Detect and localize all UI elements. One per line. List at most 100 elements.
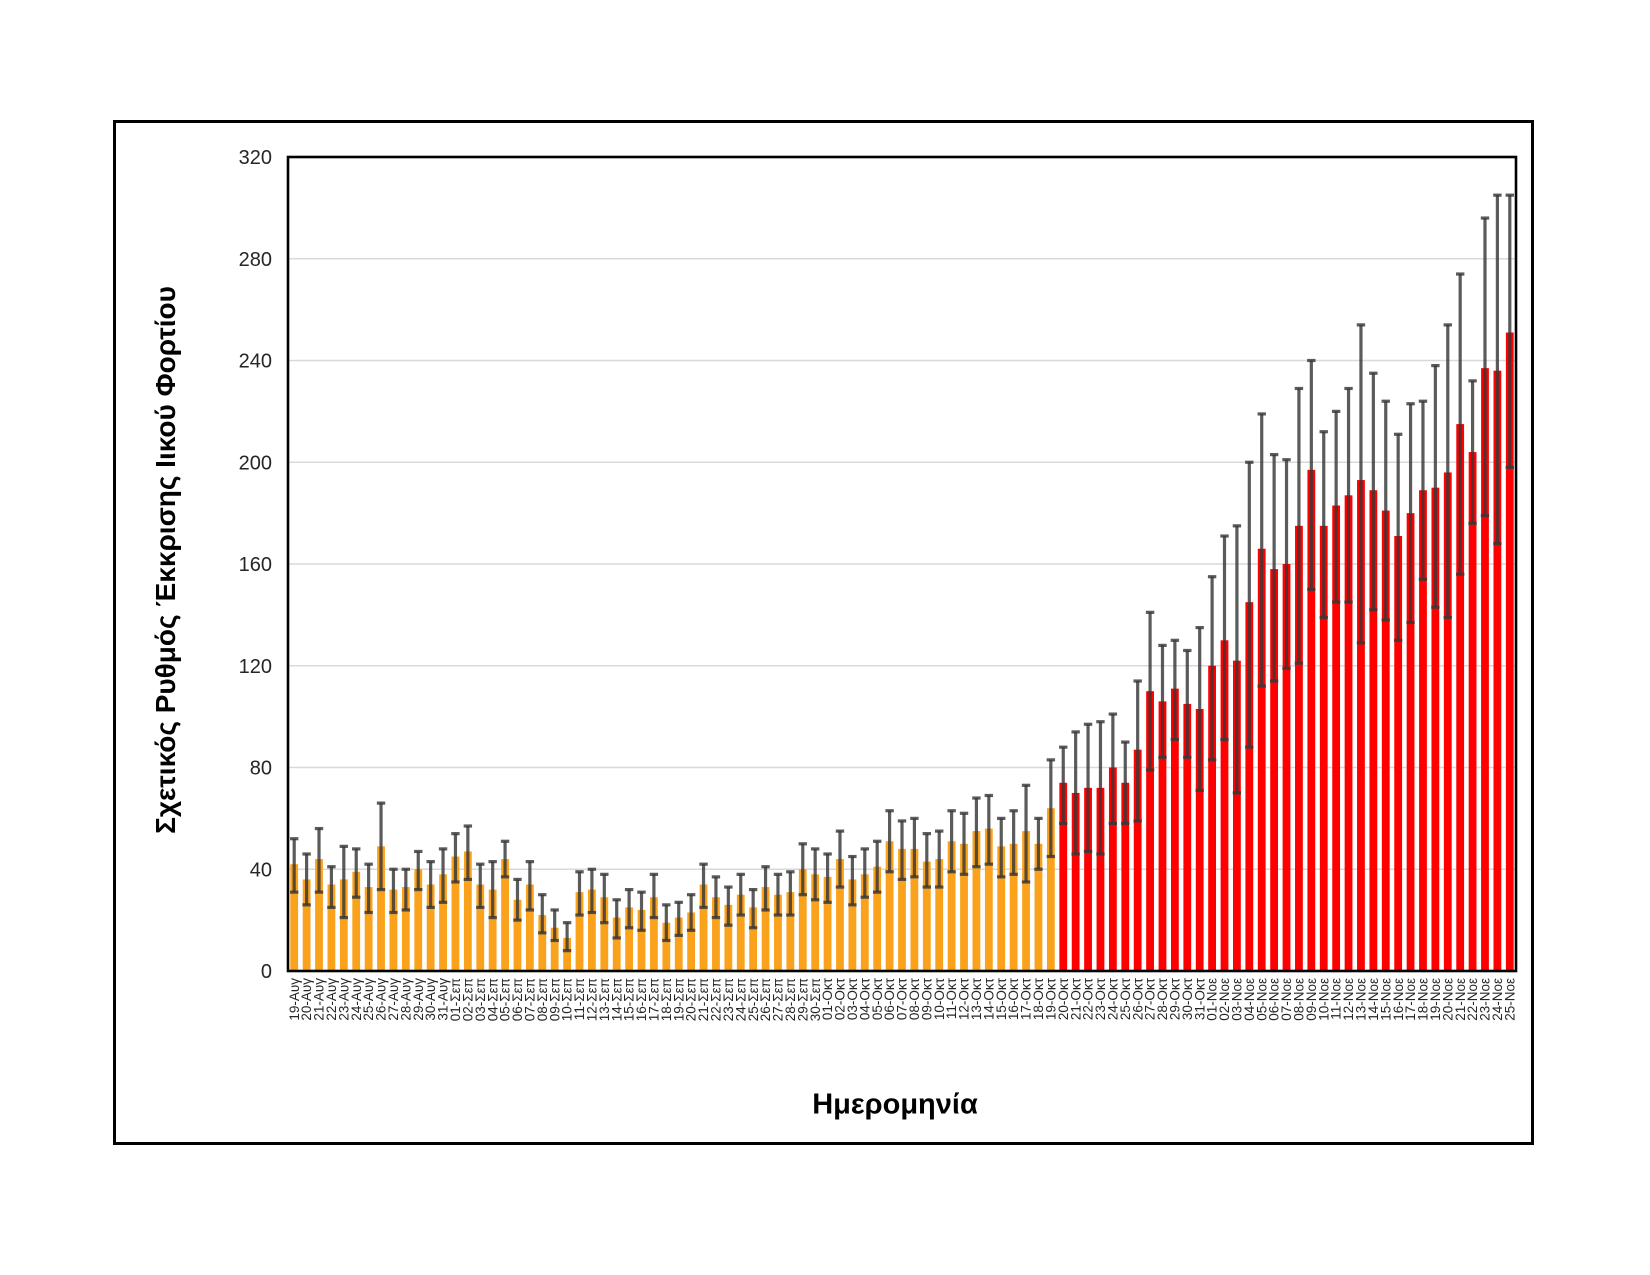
- x-tick-label: 27-Αυγ: [386, 978, 401, 1021]
- x-tick-label: 13-Νοε: [1354, 978, 1369, 1021]
- bar: [1022, 831, 1030, 971]
- y-tick-label: 80: [250, 758, 272, 780]
- x-tick-label: 24-Οκτ: [1105, 977, 1120, 1020]
- x-tick-label: 08-Σεπ: [535, 978, 550, 1021]
- x-tick-label: 26-Αυγ: [374, 978, 389, 1021]
- bar: [1406, 513, 1415, 971]
- x-tick-label: 16-Νοε: [1391, 978, 1406, 1021]
- x-tick-label: 17-Σεπ: [647, 978, 662, 1021]
- y-tick-label: 200: [239, 452, 272, 474]
- bar: [1468, 452, 1477, 971]
- bar: [1295, 525, 1303, 971]
- y-tick-label: 120: [239, 656, 272, 678]
- bar: [426, 884, 435, 971]
- bar: [1381, 510, 1390, 971]
- x-tick-label: 10-Σεπ: [560, 978, 575, 1021]
- x-tick-label: 27-Οκτ: [1143, 977, 1158, 1020]
- bar: [972, 831, 981, 971]
- bar: [525, 884, 534, 971]
- bar: [463, 851, 472, 971]
- x-tick-label: 12-Οκτ: [957, 977, 972, 1020]
- bar: [662, 922, 671, 971]
- x-tick-label: 04-Σεπ: [485, 978, 500, 1021]
- x-tick-label: 01-Σεπ: [448, 978, 463, 1021]
- y-tick-label: 320: [239, 147, 272, 169]
- bar: [1257, 548, 1266, 971]
- bar: [600, 897, 609, 971]
- bar: [1419, 490, 1427, 971]
- x-tick-label: 14-Οκτ: [981, 977, 996, 1020]
- bar: [736, 894, 745, 971]
- x-tick-label: 09-Οκτ: [919, 977, 934, 1020]
- y-tick-label: 280: [239, 249, 272, 271]
- x-tick-label: 25-Σεπ: [746, 978, 761, 1021]
- x-tick-label: 21-Οκτ: [1068, 977, 1083, 1020]
- x-tick-label: 05-Σεπ: [498, 978, 513, 1021]
- x-tick-label: 31-Αυγ: [436, 978, 451, 1021]
- bar: [1443, 472, 1452, 971]
- x-tick-label: 12-Σεπ: [584, 978, 599, 1021]
- bar: [1220, 640, 1229, 971]
- x-tick-label: 08-Οκτ: [907, 977, 922, 1020]
- x-tick-label: 03-Οκτ: [845, 977, 860, 1020]
- x-tick-label: 01-Νοε: [1205, 978, 1220, 1021]
- x-tick-label: 26-Οκτ: [1130, 977, 1145, 1020]
- bar: [550, 927, 559, 971]
- x-tick-label: 02-Νοε: [1217, 978, 1232, 1021]
- bar: [451, 856, 460, 971]
- bar: [1282, 564, 1291, 971]
- bar: [898, 848, 906, 971]
- bar: [1133, 749, 1142, 971]
- x-tick-label: 18-Οκτ: [1031, 977, 1046, 1020]
- bar: [836, 859, 844, 971]
- bar: [327, 884, 336, 971]
- bar: [1158, 701, 1167, 971]
- x-tick-label: 16-Οκτ: [1006, 977, 1021, 1020]
- bar: [401, 887, 410, 971]
- x-tick-label: 25-Νοε: [1502, 978, 1517, 1021]
- x-tick-label: 26-Σεπ: [758, 978, 773, 1021]
- bar: [960, 843, 968, 971]
- x-tick-label: 17-Οκτ: [1019, 977, 1034, 1020]
- x-tick-label: 24-Αυγ: [349, 978, 364, 1021]
- x-tick-label: 18-Νοε: [1416, 978, 1431, 1021]
- bar: [873, 866, 882, 971]
- y-tick-label: 40: [250, 859, 272, 881]
- x-tick-label: 05-Οκτ: [870, 977, 885, 1020]
- bar: [1456, 424, 1465, 971]
- x-tick-label: 11-Νοε: [1329, 978, 1344, 1020]
- bar: [476, 884, 485, 971]
- bar: [575, 892, 584, 971]
- bar: [687, 912, 696, 971]
- bar: [1034, 843, 1043, 971]
- bar: [1096, 787, 1105, 971]
- bar: [1009, 843, 1018, 971]
- x-tick-label: 02-Οκτ: [833, 977, 848, 1020]
- x-tick-label: 15-Σεπ: [622, 978, 637, 1021]
- x-tick-label: 12-Νοε: [1341, 978, 1356, 1021]
- x-tick-label: 25-Οκτ: [1118, 977, 1133, 1020]
- x-tick-label: 23-Αυγ: [336, 978, 351, 1021]
- x-tick-label: 14-Νοε: [1366, 978, 1381, 1021]
- bar: [290, 864, 299, 971]
- bar: [315, 859, 323, 971]
- bar: [1108, 767, 1117, 971]
- bar: [364, 887, 373, 971]
- bar: [302, 879, 311, 971]
- bar: [414, 869, 423, 971]
- x-tick-label: 19-Σεπ: [671, 978, 686, 1021]
- x-tick-label: 20-Οκτ: [1056, 977, 1071, 1020]
- x-tick-label: 07-Νοε: [1279, 978, 1294, 1021]
- x-tick-label: 22-Αυγ: [324, 978, 339, 1021]
- bar: [724, 904, 733, 971]
- x-tick-label: 06-Οκτ: [882, 977, 897, 1020]
- x-tick-label: 02-Σεπ: [460, 978, 475, 1021]
- x-tick-label: 29-Οκτ: [1167, 977, 1182, 1020]
- x-tick-label: 07-Οκτ: [895, 977, 910, 1020]
- x-tick-label: 23-Σεπ: [721, 978, 736, 1021]
- x-tick-label: 28-Οκτ: [1155, 977, 1170, 1020]
- x-tick-label: 01-Οκτ: [820, 977, 835, 1020]
- bar: [637, 909, 646, 971]
- bar: [1344, 495, 1353, 971]
